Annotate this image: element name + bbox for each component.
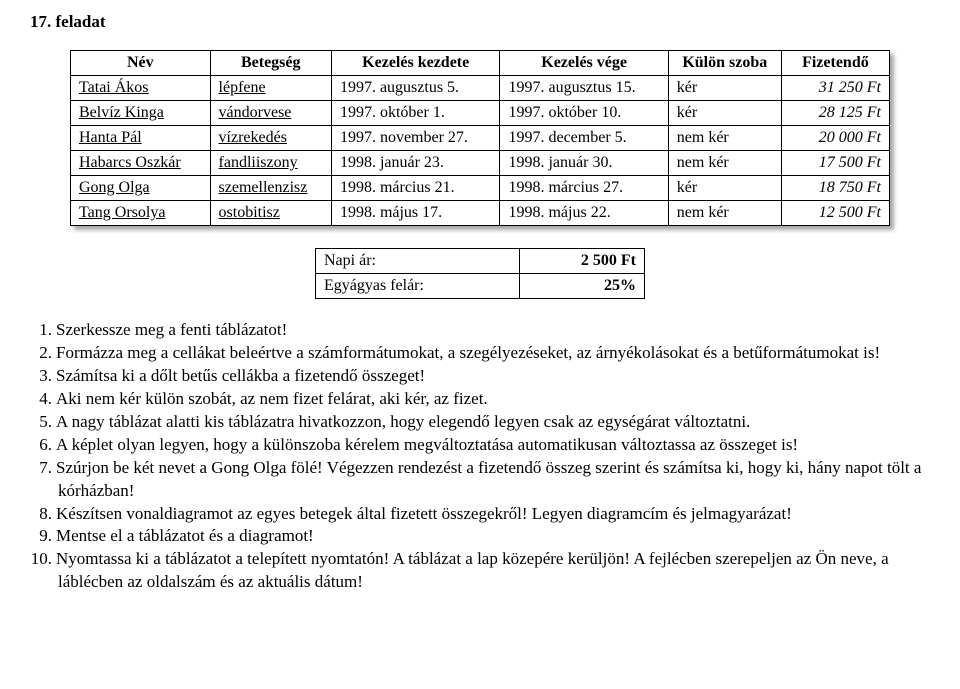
task-item: Mentse el a táblázatot és a diagramot! [30, 525, 930, 548]
cell-name: Habarcs Oszkár [71, 151, 211, 176]
cell-pay: 31 250 Ft [781, 76, 889, 101]
cell-end: 1998. január 30. [500, 151, 668, 176]
cell-name: Gong Olga [71, 176, 211, 201]
cell-disease: szemellenzisz [210, 176, 331, 201]
cell-disease: ostobitisz [210, 201, 331, 226]
cell-pay: 12 500 Ft [781, 201, 889, 226]
surcharge-label: Egyágyas felár: [316, 274, 520, 299]
cell-start: 1998. május 17. [331, 201, 500, 226]
col-room: Külön szoba [668, 51, 781, 76]
col-start: Kezelés kezdete [331, 51, 500, 76]
cell-room: kér [668, 176, 781, 201]
cell-start: 1998. március 21. [331, 176, 500, 201]
cell-disease: fandliiszony [210, 151, 331, 176]
cell-room: nem kér [668, 126, 781, 151]
table-row: Belvíz Kingavándorvese1997. október 1.19… [71, 101, 890, 126]
task-item: Szúrjon be két nevet a Gong Olga fölé! V… [30, 457, 930, 503]
cell-pay: 20 000 Ft [781, 126, 889, 151]
cell-pay: 18 750 Ft [781, 176, 889, 201]
task-item: Aki nem kér külön szobát, az nem fizet f… [30, 388, 930, 411]
cell-name: Tang Orsolya [71, 201, 211, 226]
daily-value: 2 500 Ft [519, 249, 644, 274]
cell-end: 1998. március 27. [500, 176, 668, 201]
price-row-daily: Napi ár: 2 500 Ft [316, 249, 645, 274]
price-row-surcharge: Egyágyas felár: 25% [316, 274, 645, 299]
cell-end: 1997. október 10. [500, 101, 668, 126]
cell-disease: lépfene [210, 76, 331, 101]
col-pay: Fizetendő [781, 51, 889, 76]
price-table: Napi ár: 2 500 Ft Egyágyas felár: 25% [315, 248, 645, 299]
task-item: A képlet olyan legyen, hogy a különszoba… [30, 434, 930, 457]
exercise-title: 17. feladat [30, 12, 930, 32]
table-row: Tatai Ákoslépfene1997. augusztus 5.1997.… [71, 76, 890, 101]
table-row: Hanta Pálvízrekedés1997. november 27.199… [71, 126, 890, 151]
cell-start: 1997. október 1. [331, 101, 500, 126]
table-row: Habarcs Oszkárfandliiszony1998. január 2… [71, 151, 890, 176]
task-item: Számítsa ki a dőlt betűs cellákba a fize… [30, 365, 930, 388]
daily-label: Napi ár: [316, 249, 520, 274]
table-row: Tang Orsolyaostobitisz1998. május 17.199… [71, 201, 890, 226]
cell-start: 1998. január 23. [331, 151, 500, 176]
task-item: Formázza meg a cellákat beleértve a szám… [30, 342, 930, 365]
cell-room: kér [668, 76, 781, 101]
cell-room: nem kér [668, 201, 781, 226]
cell-pay: 28 125 Ft [781, 101, 889, 126]
task-item: A nagy táblázat alatti kis táblázatra hi… [30, 411, 930, 434]
cell-start: 1997. november 27. [331, 126, 500, 151]
cell-name: Belvíz Kinga [71, 101, 211, 126]
col-name: Név [71, 51, 211, 76]
cell-end: 1997. december 5. [500, 126, 668, 151]
cell-disease: vízrekedés [210, 126, 331, 151]
task-item: Szerkessze meg a fenti táblázatot! [30, 319, 930, 342]
cell-room: nem kér [668, 151, 781, 176]
table-header-row: Név Betegség Kezelés kezdete Kezelés vég… [71, 51, 890, 76]
surcharge-value: 25% [519, 274, 644, 299]
task-list: Szerkessze meg a fenti táblázatot!Formáz… [30, 319, 930, 594]
cell-name: Tatai Ákos [71, 76, 211, 101]
cell-end: 1998. május 22. [500, 201, 668, 226]
col-end: Kezelés vége [500, 51, 668, 76]
cell-name: Hanta Pál [71, 126, 211, 151]
cell-end: 1997. augusztus 15. [500, 76, 668, 101]
cell-start: 1997. augusztus 5. [331, 76, 500, 101]
patients-table: Név Betegség Kezelés kezdete Kezelés vég… [70, 50, 890, 226]
cell-room: kér [668, 101, 781, 126]
cell-disease: vándorvese [210, 101, 331, 126]
task-item: Készítsen vonaldiagramot az egyes betege… [30, 503, 930, 526]
cell-pay: 17 500 Ft [781, 151, 889, 176]
table-row: Gong Olgaszemellenzisz1998. március 21.1… [71, 176, 890, 201]
col-disease: Betegség [210, 51, 331, 76]
task-item: Nyomtassa ki a táblázatot a telepített n… [30, 548, 930, 594]
